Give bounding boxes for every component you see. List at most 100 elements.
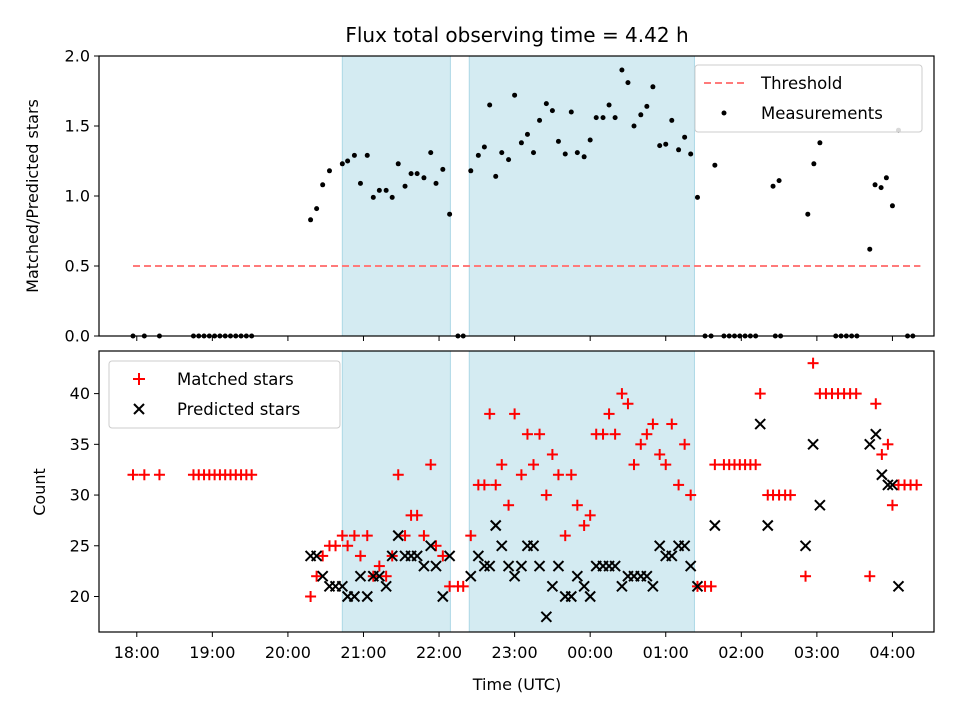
top-shaded-region-1 [468,55,695,337]
predicted-star-point [552,560,565,572]
x-tick-label: 19:00 [189,643,235,662]
measurement-point [543,101,549,107]
measurement-point [669,117,675,123]
predicted-star-point [754,418,766,430]
measurement-point [631,123,637,129]
top-shaded-regions [341,55,695,337]
top-y-axis-label: Matched/Predicted stars [23,99,42,293]
legend-threshold-label: Threshold [760,74,842,93]
matched-star-point [437,550,449,562]
predicted-star-point [762,519,774,532]
predicted-star-point [472,550,485,562]
matched-star-point [515,469,527,481]
bottom-y-tick-label: 20 [70,587,90,606]
matched-star-point [503,499,515,511]
matched-star-point [784,489,796,501]
bottom-y-axis-label: Count [30,468,49,516]
matched-star-point [127,469,139,481]
measurement-point [357,180,363,186]
measurement-point [339,161,345,167]
x-tick-label: 02:00 [718,643,764,662]
measurement-point [663,141,669,147]
matched-star-point [457,580,469,592]
legend-matched-label: Matched stars [177,370,294,389]
predicted-star-point [870,428,882,440]
bottom-legend-frame [108,360,341,429]
matched-star-point [673,479,685,491]
measurement-point [370,194,376,200]
matched-star-point [246,469,258,481]
predicted-star-point [578,580,590,593]
matched-star-point [911,479,923,491]
measurement-point [682,134,688,140]
measurement-point [688,151,694,157]
predicted-star-point [411,550,423,562]
measurement-point [867,246,873,252]
predicted-star-point [799,540,812,552]
matched-star-point [641,428,653,440]
measurement-point [421,175,427,181]
measurement-point [817,140,823,146]
matched-star-point [465,530,477,542]
measurement-point [537,117,543,123]
predicted-star-point [373,570,386,582]
matched-star-point [484,408,496,420]
x-axis-label: Time (UTC) [472,675,561,694]
predicted-star-point [814,499,826,511]
measurement-point [487,102,493,108]
legend-measurements-label: Measurements [761,104,883,123]
measurement-point [475,152,481,158]
predicted-star-point [892,580,905,593]
matched-star-point [870,398,882,410]
matched-star-point [635,438,647,450]
measurement-point [326,168,332,174]
predicted-star-point [443,550,456,562]
matched-star-point [311,570,323,582]
matched-star-point [616,388,628,400]
measurement-point [889,203,895,209]
matched-star-point [348,530,360,542]
matched-star-point [399,530,411,542]
measurement-point [770,183,776,189]
measurement-point [364,152,370,158]
matched-star-point [584,509,596,521]
matched-star-point [425,459,437,471]
matched-star-point [571,499,583,511]
matched-star-point [609,428,621,440]
predicted-stars-series [304,418,905,623]
predicted-star-point [691,580,704,593]
x-tick-label: 20:00 [265,643,311,662]
measurement-point [568,109,574,115]
legend-predicted-label: Predicted stars [177,400,300,419]
measurement-point [587,137,593,143]
matched-star-point [552,469,564,481]
measurement-point [408,171,414,177]
predicted-star-point [533,560,546,572]
matched-star-point [490,479,502,491]
measurement-point [593,115,599,121]
matched-star-point [647,418,659,430]
predicted-star-point [437,590,449,603]
measurement-point [574,150,580,156]
predicted-star-point [354,570,367,582]
measurement-point [320,182,326,188]
measurement-point [712,162,718,168]
matched-star-point [418,530,430,542]
top-legend: Threshold Measurements [694,64,923,133]
measurement-point [612,115,618,121]
measurement-point [345,158,351,164]
predicted-star-point [361,590,373,603]
predicted-star-point [348,590,361,603]
predicted-star-point [502,560,515,572]
matched-star-point [628,459,640,471]
x-tick-label: 18:00 [114,643,160,662]
measurement-point [694,194,700,200]
predicted-star-point [616,580,628,593]
matched-star-point [807,357,819,369]
matched-star-point [597,428,609,440]
matched-star-point [373,560,385,572]
measurement-point [428,150,434,156]
predicted-star-point [527,540,540,552]
predicted-star-point [666,550,678,562]
predicted-star-point [490,519,502,532]
